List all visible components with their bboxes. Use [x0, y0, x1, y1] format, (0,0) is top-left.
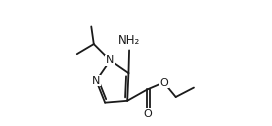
Text: O: O	[143, 109, 152, 119]
Text: O: O	[159, 77, 168, 88]
Text: NH₂: NH₂	[118, 34, 140, 47]
Text: N: N	[106, 55, 114, 66]
Text: N: N	[92, 76, 100, 86]
